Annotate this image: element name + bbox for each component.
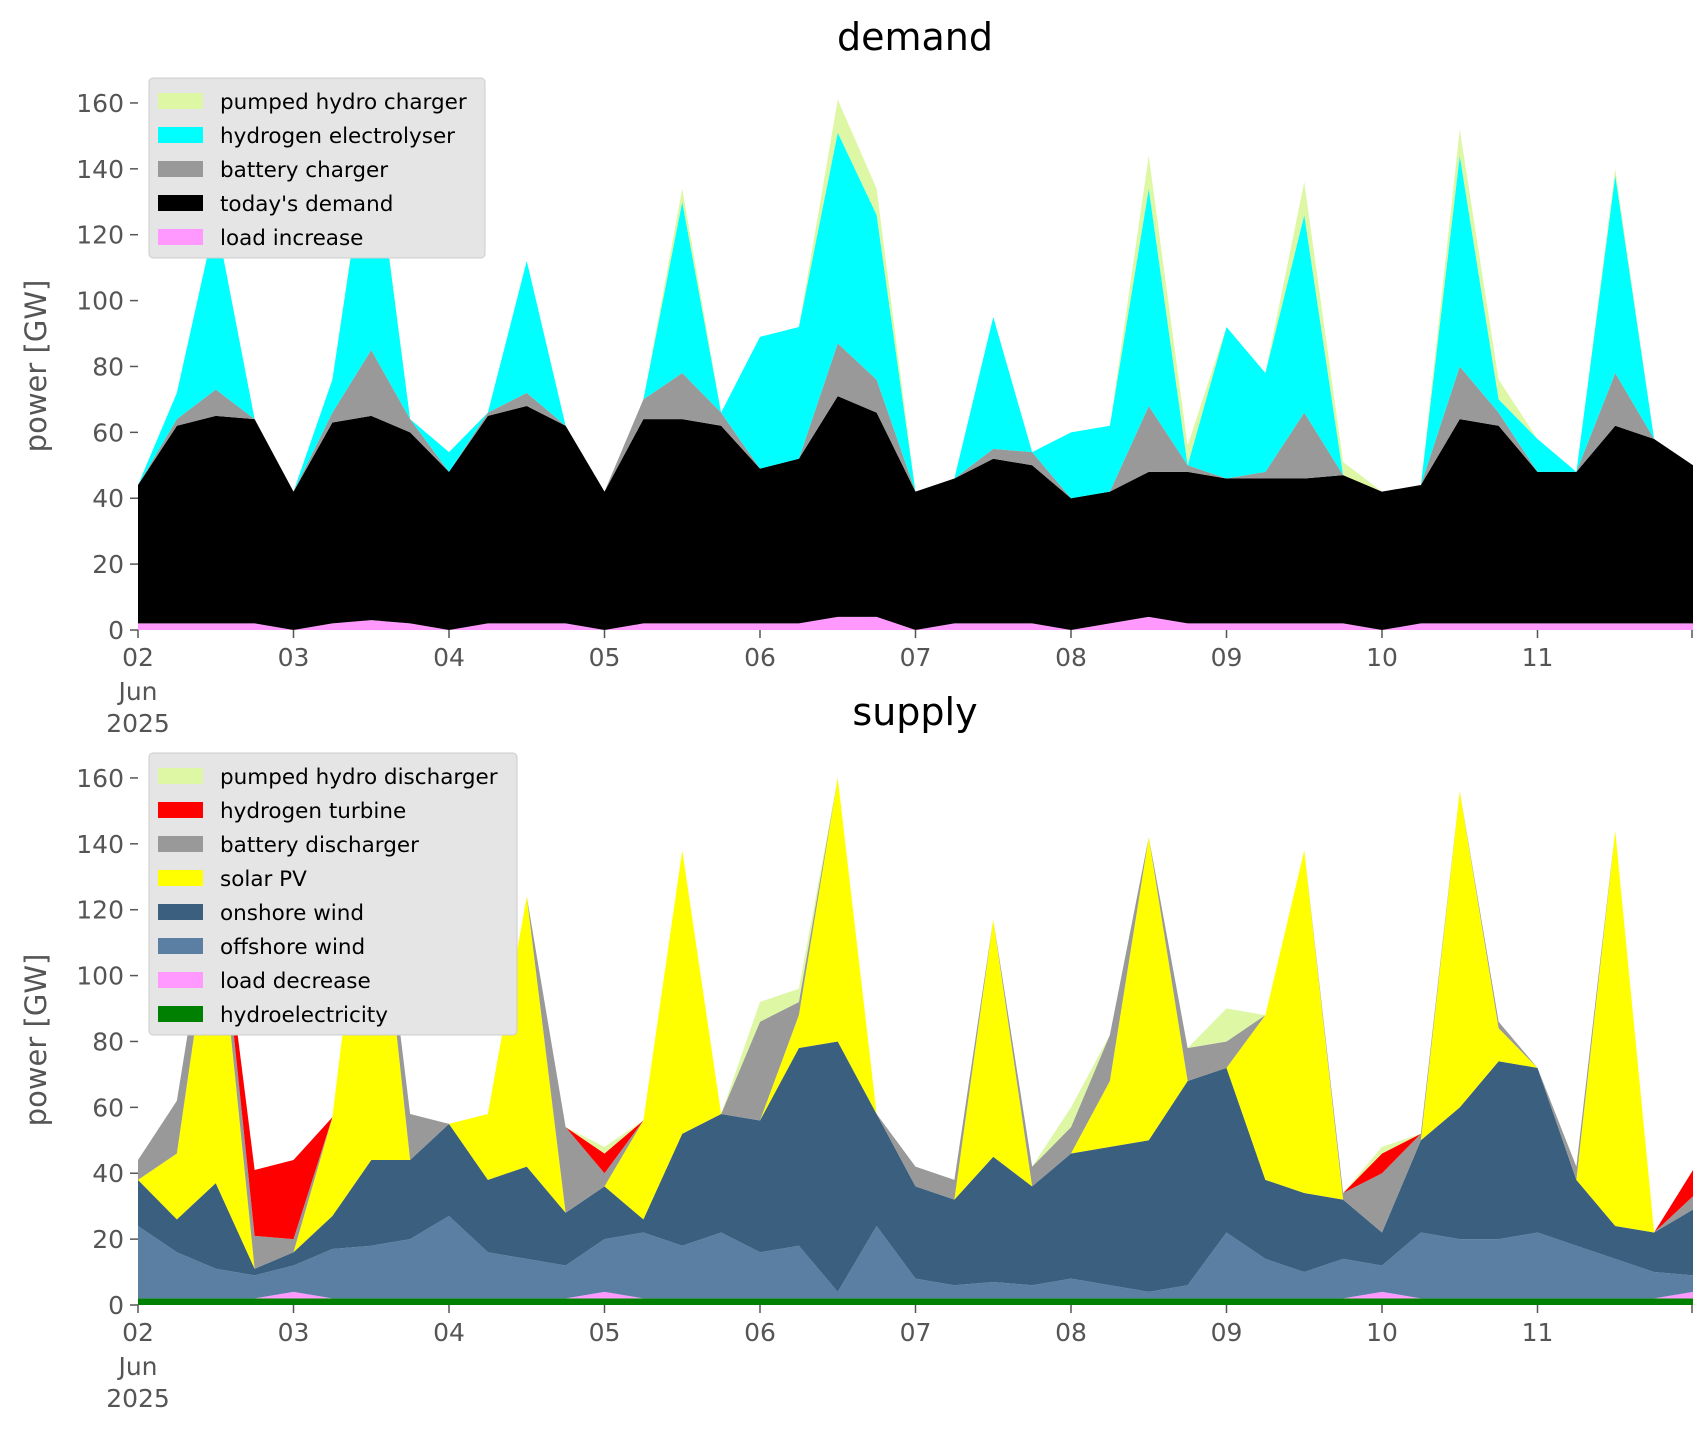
area-load-decrease bbox=[138, 1291, 1693, 1299]
chart-title: demand bbox=[837, 15, 993, 59]
legend-swatch bbox=[158, 938, 203, 954]
area-load-increase bbox=[138, 616, 1693, 630]
legend-swatch bbox=[158, 1006, 203, 1022]
x-tick-label: 10 bbox=[1366, 643, 1398, 672]
y-tick-label: 160 bbox=[76, 89, 124, 118]
area-hydroelectricity bbox=[138, 1298, 1693, 1305]
legend-swatch bbox=[158, 904, 203, 920]
y-tick-label: 160 bbox=[76, 764, 124, 793]
y-tick-label: 100 bbox=[76, 287, 124, 316]
x-tick-label: 11 bbox=[1522, 643, 1554, 672]
legend-entry: onshore wind bbox=[220, 901, 364, 926]
x-tick-label: 03 bbox=[278, 1318, 310, 1347]
y-axis-label: power [GW] bbox=[19, 280, 53, 453]
y-tick-label: 20 bbox=[92, 550, 124, 579]
legend: pumped hydro charger hydrogen electrolyse… bbox=[148, 77, 486, 259]
x-tick-label: 03 bbox=[278, 643, 310, 672]
legend-entry: battery charger bbox=[220, 158, 388, 183]
area-pumped-hydro-charger bbox=[138, 99, 1693, 492]
y-axis: 0 20 40 60 80 100 120 140 160 bbox=[76, 89, 138, 645]
area-battery-charger bbox=[138, 343, 1693, 499]
legend-swatch bbox=[158, 836, 203, 852]
supply-areas bbox=[138, 777, 1693, 1305]
area-onshore-wind bbox=[138, 1041, 1693, 1292]
y-tick-label: 80 bbox=[92, 352, 124, 381]
legend-entry: offshore wind bbox=[220, 935, 365, 960]
legend-entry: load decrease bbox=[220, 969, 371, 994]
legend-swatch bbox=[158, 870, 203, 886]
legend-swatch bbox=[158, 802, 203, 818]
x-tick-label: 05 bbox=[589, 1318, 621, 1347]
area-solar-pv bbox=[138, 777, 1693, 1269]
legend-swatch bbox=[158, 229, 203, 245]
demand-areas bbox=[138, 99, 1693, 630]
area-battery-discharger bbox=[138, 777, 1693, 1269]
legend-entry: pumped hydro charger bbox=[220, 90, 467, 115]
x-tick-label: 09 bbox=[1211, 1318, 1243, 1347]
legend-entry: hydrogen electrolyser bbox=[220, 124, 455, 149]
legend-swatch bbox=[158, 768, 203, 784]
x-tick-label: 06 bbox=[744, 1318, 776, 1347]
y-tick-label: 20 bbox=[92, 1225, 124, 1254]
y-tick-label: 0 bbox=[108, 616, 124, 645]
chart-title: supply bbox=[852, 690, 977, 734]
legend-entry: solar PV bbox=[220, 867, 307, 892]
x-tick-label: 08 bbox=[1055, 1318, 1087, 1347]
demand-chart: demand 02 Jun 2025 03 04 05 06 07 08 09 10 11 0 20 40… bbox=[19, 15, 1693, 738]
y-tick-label: 80 bbox=[92, 1027, 124, 1056]
x-tick-label: 09 bbox=[1211, 643, 1243, 672]
legend-entry: hydroelectricity bbox=[220, 1003, 388, 1028]
x-axis: 02 Jun 2025 03 04 05 06 07 08 09 10 11 bbox=[106, 1305, 1693, 1413]
y-tick-label: 60 bbox=[92, 418, 124, 447]
x-tick-label: 08 bbox=[1055, 643, 1087, 672]
legend-swatch bbox=[158, 195, 203, 211]
supply-chart: supply 02 Jun 2025 03 04 05 06 07 08 09 10 11 0 20 40… bbox=[19, 690, 1693, 1413]
area-hydrogen-electrolyser bbox=[138, 119, 1693, 499]
x-tick-label: 04 bbox=[433, 1318, 465, 1347]
y-tick-label: 40 bbox=[92, 1159, 124, 1188]
legend-swatch bbox=[158, 93, 203, 109]
y-tick-label: 40 bbox=[92, 484, 124, 513]
x-tick-label: 04 bbox=[433, 643, 465, 672]
legend-swatch bbox=[158, 161, 203, 177]
y-axis-label: power [GW] bbox=[19, 954, 53, 1127]
y-tick-label: 140 bbox=[76, 155, 124, 184]
x-tick-sublabel: Jun bbox=[116, 1352, 157, 1381]
y-tick-label: 0 bbox=[108, 1291, 124, 1320]
y-tick-label: 140 bbox=[76, 830, 124, 859]
y-tick-label: 120 bbox=[76, 896, 124, 925]
legend-entry: today's demand bbox=[220, 192, 393, 217]
x-tick-label: 07 bbox=[900, 1318, 932, 1347]
x-axis: 02 Jun 2025 03 04 05 06 07 08 09 10 11 bbox=[106, 630, 1693, 738]
legend-entry: battery discharger bbox=[220, 833, 419, 858]
y-tick-label: 100 bbox=[76, 962, 124, 991]
x-tick-sublabel: 2025 bbox=[106, 1384, 170, 1413]
area-today-s-demand bbox=[138, 396, 1693, 630]
legend-box bbox=[148, 77, 486, 259]
legend-entry: hydrogen turbine bbox=[220, 799, 406, 824]
legend: pumped hydro discharger hydrogen turbine b… bbox=[148, 752, 518, 1036]
area-hydrogen-turbine bbox=[138, 777, 1693, 1240]
y-axis: 0 20 40 60 80 100 120 140 160 bbox=[76, 764, 138, 1320]
x-tick-label: 10 bbox=[1366, 1318, 1398, 1347]
x-tick-sublabel: Jun bbox=[116, 677, 157, 706]
y-tick-label: 60 bbox=[92, 1093, 124, 1122]
x-tick-label: 06 bbox=[744, 643, 776, 672]
x-tick-sublabel: 2025 bbox=[106, 709, 170, 738]
legend-swatch bbox=[158, 127, 203, 143]
x-tick-label: 02 bbox=[122, 643, 154, 672]
x-tick-label: 02 bbox=[122, 1318, 154, 1347]
legend-swatch bbox=[158, 972, 203, 988]
x-tick-label: 05 bbox=[589, 643, 621, 672]
area-offshore-wind bbox=[138, 1216, 1693, 1299]
legend-box bbox=[148, 752, 518, 1036]
legend-entry: pumped hydro discharger bbox=[220, 765, 498, 790]
legend-entry: load increase bbox=[220, 226, 363, 251]
x-tick-label: 11 bbox=[1522, 1318, 1554, 1347]
x-tick-label: 07 bbox=[900, 643, 932, 672]
y-tick-label: 120 bbox=[76, 221, 124, 250]
